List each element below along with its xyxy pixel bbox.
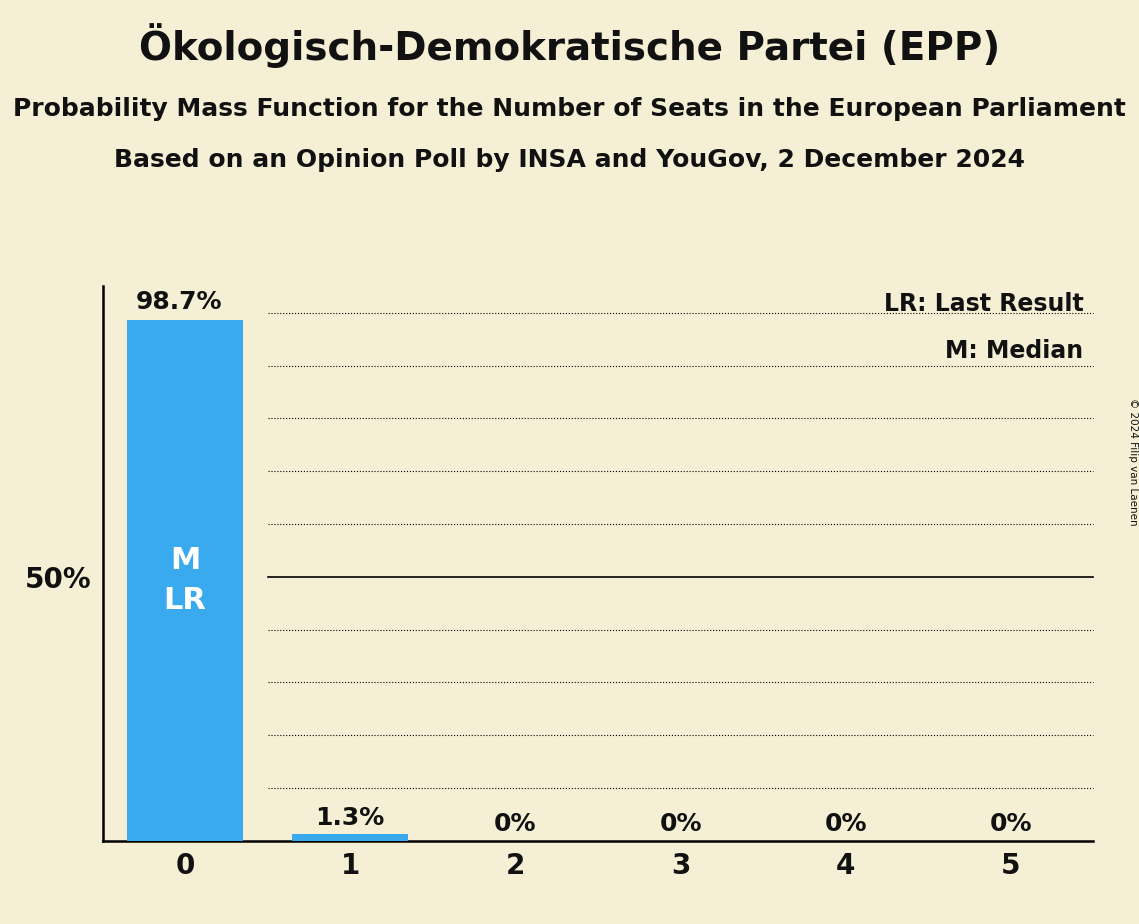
Text: 0%: 0% [825, 811, 867, 835]
Text: Based on an Opinion Poll by INSA and YouGov, 2 December 2024: Based on an Opinion Poll by INSA and You… [114, 148, 1025, 172]
Text: 0%: 0% [494, 811, 536, 835]
Text: Ökologisch-Demokratische Partei (EPP): Ökologisch-Demokratische Partei (EPP) [139, 23, 1000, 68]
Text: LR: Last Result: LR: Last Result [884, 292, 1083, 316]
Text: © 2024 Filip van Laenen: © 2024 Filip van Laenen [1129, 398, 1138, 526]
Bar [293, 834, 408, 841]
Text: 98.7%: 98.7% [136, 290, 222, 314]
Text: M
LR: M LR [164, 545, 206, 615]
Text: 0%: 0% [990, 811, 1032, 835]
Bar [128, 320, 243, 841]
Text: 1.3%: 1.3% [316, 806, 385, 830]
Text: 0%: 0% [659, 811, 702, 835]
Text: M: Median: M: Median [945, 339, 1083, 363]
Text: Probability Mass Function for the Number of Seats in the European Parliament: Probability Mass Function for the Number… [13, 97, 1126, 121]
